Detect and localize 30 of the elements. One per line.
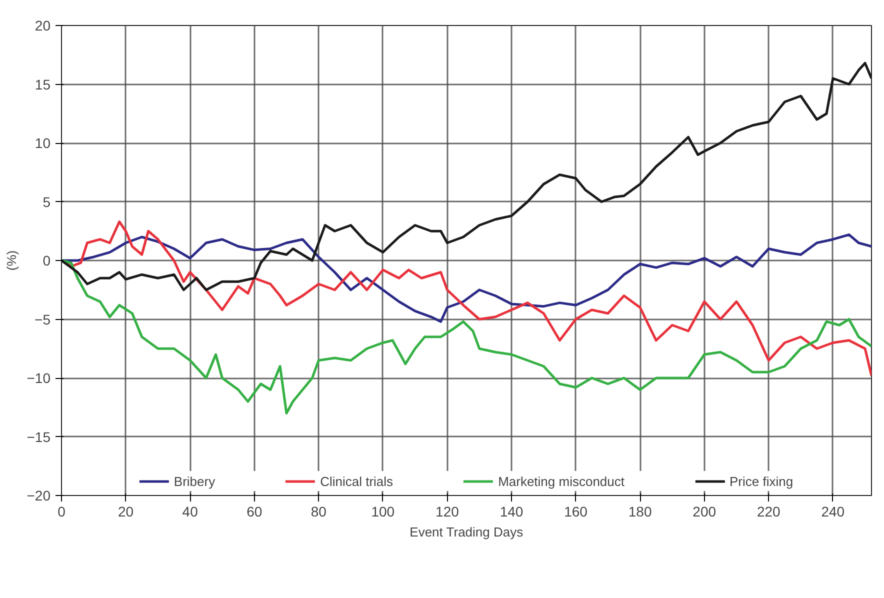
- x-tick-label: 0: [58, 504, 66, 520]
- line-series: [62, 259, 872, 414]
- x-tick-label: 120: [436, 504, 460, 520]
- y-tick-label: 0: [42, 252, 51, 268]
- x-tick-label: 100: [371, 504, 395, 520]
- y-tick-label: 10: [34, 135, 51, 151]
- legend-label: Clinical trials: [320, 474, 394, 488]
- x-tick-label: 220: [756, 504, 781, 520]
- legend-label: Marketing misconduct: [498, 474, 625, 488]
- y-tick-label: 5: [42, 194, 51, 210]
- x-tick-label: 180: [628, 504, 652, 520]
- legend-label: Bribery: [174, 474, 216, 488]
- y-tick-label: −5: [34, 311, 51, 328]
- y-tick-label: 20: [34, 18, 51, 34]
- x-tick-label: 140: [500, 504, 524, 520]
- y-tick-label: 15: [34, 76, 51, 92]
- x-tick-label: 40: [182, 504, 198, 520]
- x-axis-title: Event Trading Days: [410, 524, 524, 540]
- x-tick-label: 200: [692, 504, 716, 520]
- y-tick-label: −15: [26, 428, 51, 445]
- line-series: [62, 233, 872, 323]
- x-tick-label: 20: [118, 504, 134, 520]
- x-tick-label: 60: [246, 504, 262, 520]
- y-tick-label: −10: [26, 370, 51, 386]
- y-tick-label: −20: [26, 488, 51, 504]
- x-tick-label: 80: [310, 504, 327, 520]
- x-tick-label: 160: [564, 504, 588, 520]
- x-tick-label: 240: [821, 504, 845, 520]
- y-axis-title: (%): [4, 250, 19, 271]
- legend-label: Price fixing: [730, 474, 794, 488]
